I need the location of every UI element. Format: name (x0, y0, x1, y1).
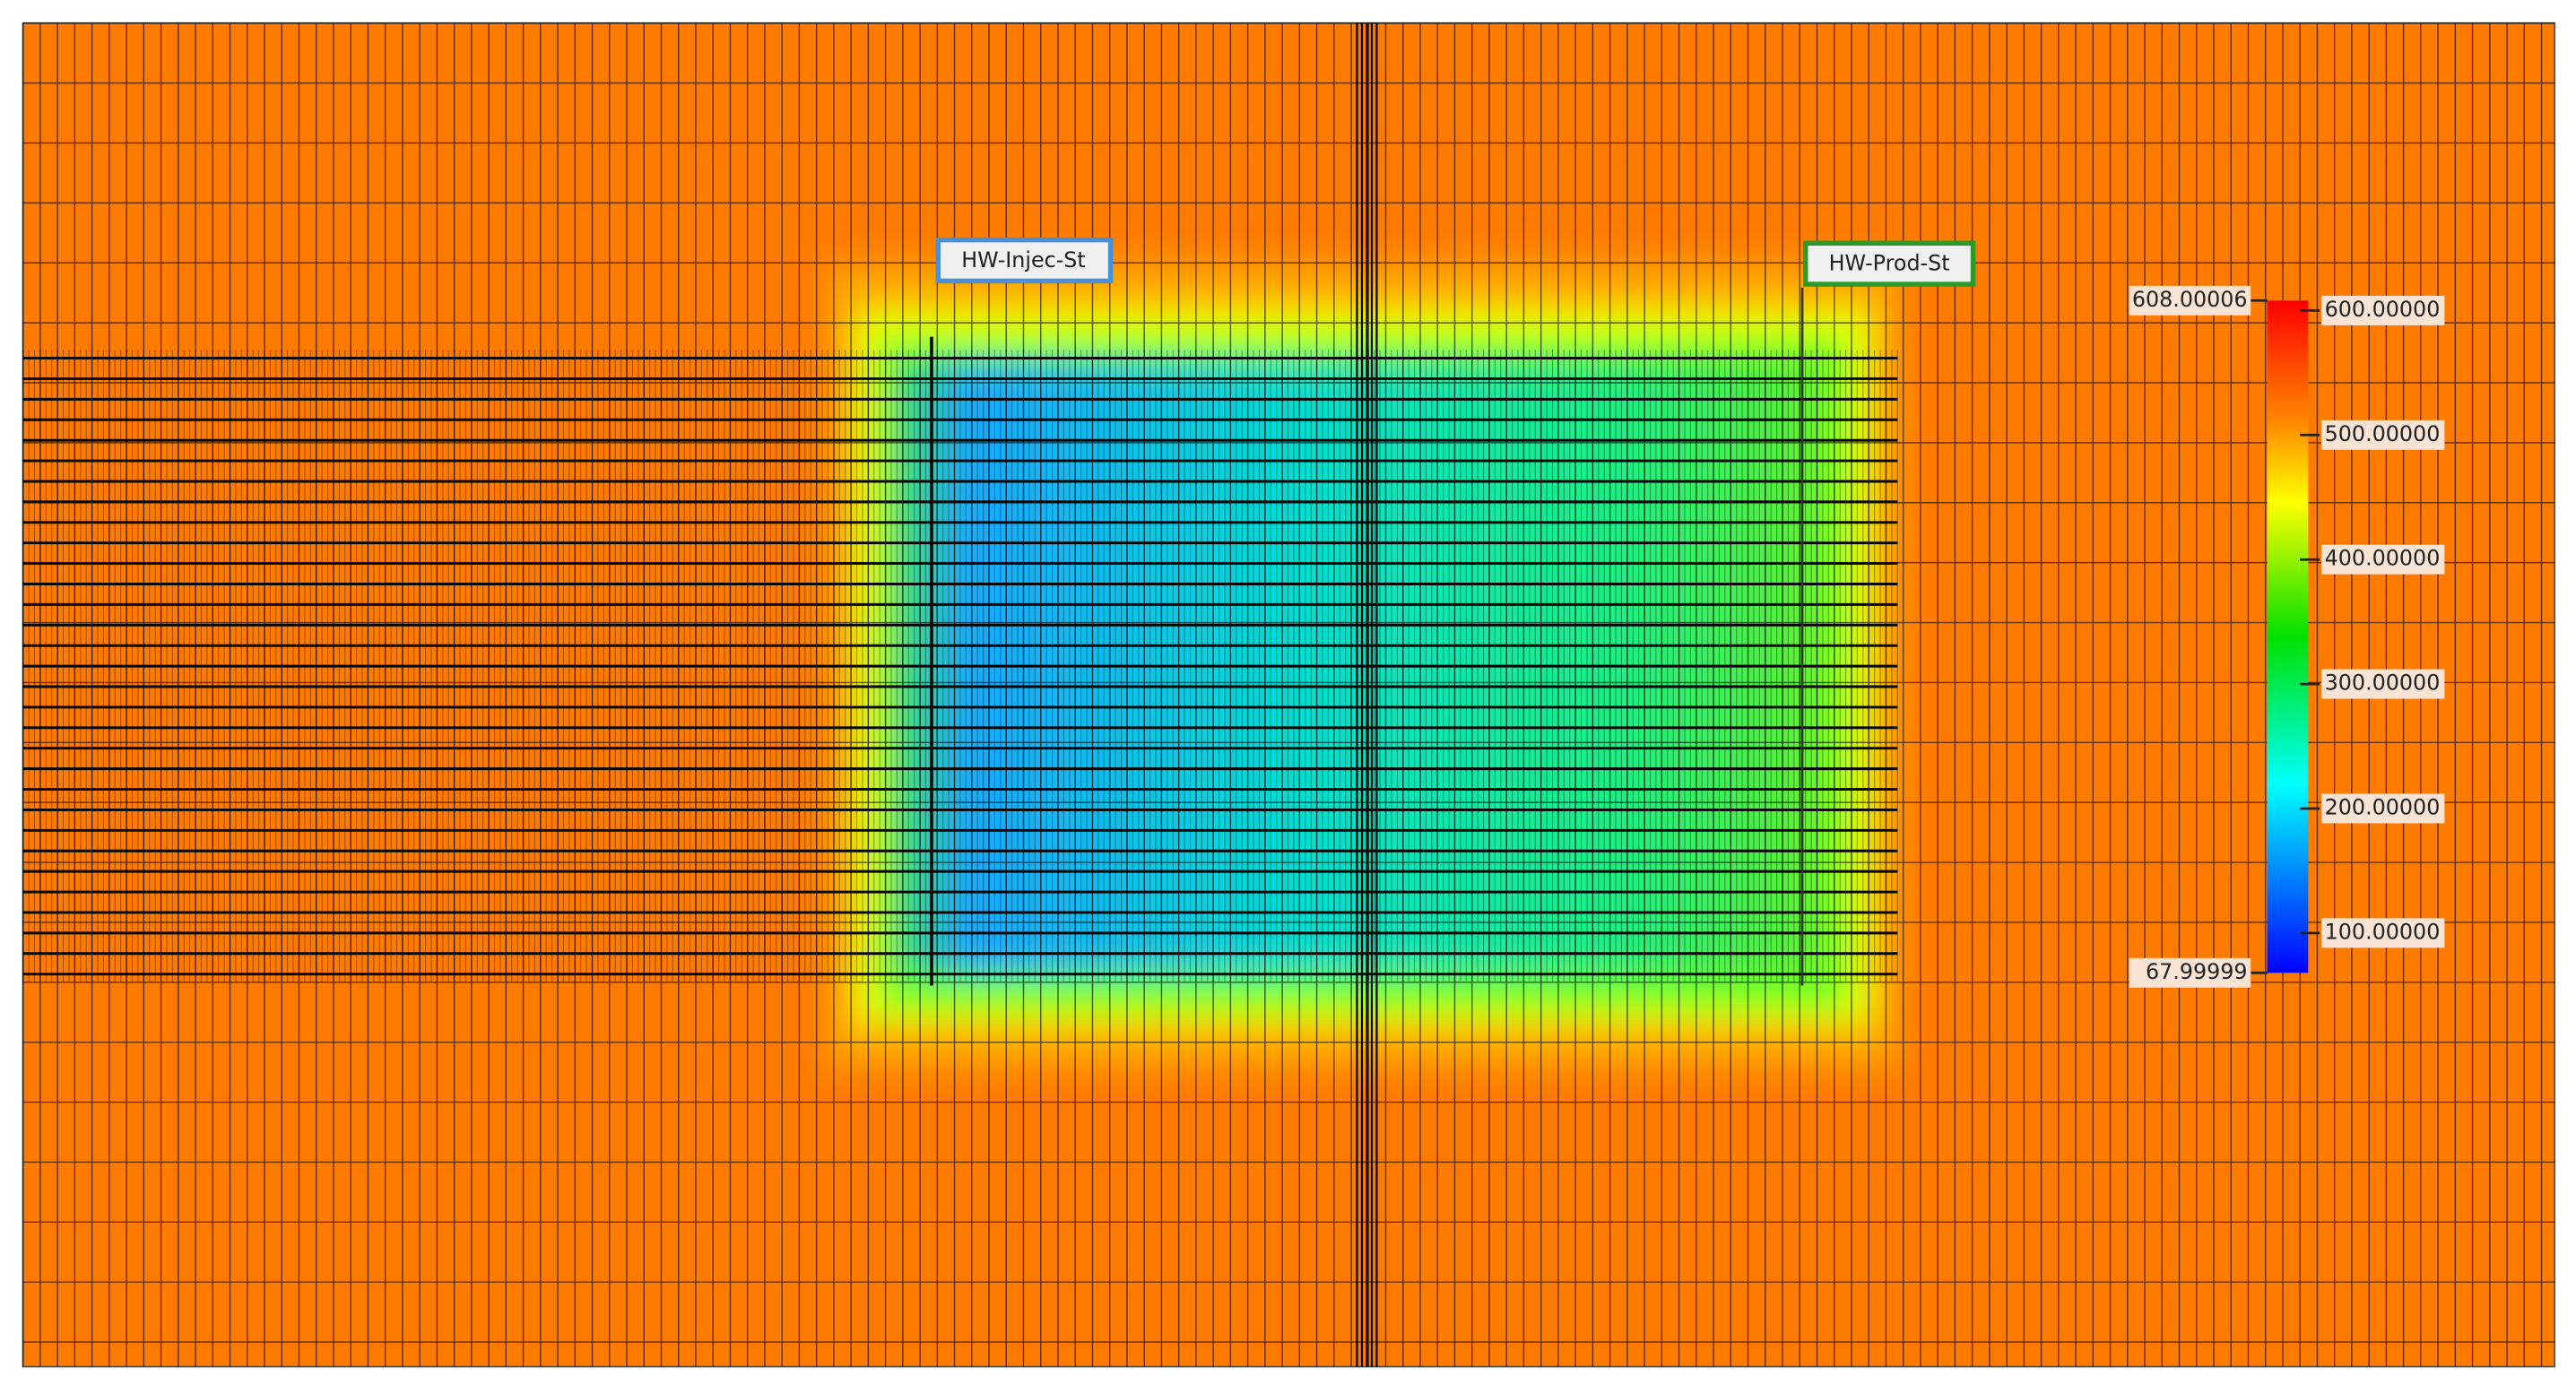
tick-label-bg (2320, 669, 2445, 699)
colorbar-min-label: 67.99999 (2146, 959, 2248, 984)
colorbar-ramp (2267, 300, 2309, 973)
colorbar-tick-label: 500.00000 (2325, 421, 2441, 446)
tick-label-bg (2320, 295, 2445, 325)
well-label-box (1802, 240, 1976, 287)
tick-label-bg (2320, 918, 2445, 948)
colorbar-tick-label: 200.00000 (2325, 794, 2441, 819)
colorbar-tick-label: 600.00000 (2325, 297, 2441, 322)
layer-lines (22, 357, 1898, 976)
colorbar-tick-label: 100.00000 (2325, 919, 2441, 944)
colorbar-tick-label: 300.00000 (2325, 671, 2441, 696)
well-label: HW-Injec-St (961, 247, 1086, 273)
colorbar-max-label: 608.00006 (2132, 287, 2248, 312)
tick-label-bg (2320, 793, 2445, 824)
tick-label-bg (2320, 544, 2445, 575)
well-label: HW-Prod-St (1829, 251, 1950, 276)
colorbar-tick-label: 400.00000 (2325, 546, 2441, 571)
tick-label-bg (2320, 420, 2445, 450)
colorbar: 600.00000 500.00000 400.00000 300.00000 200.… (2129, 285, 2445, 988)
refined-column (1356, 22, 1378, 1367)
tick-label-bg (2129, 957, 2251, 988)
mesh (22, 22, 2555, 1367)
well-label-box (935, 237, 1114, 284)
tick-label-bg (2129, 285, 2251, 316)
